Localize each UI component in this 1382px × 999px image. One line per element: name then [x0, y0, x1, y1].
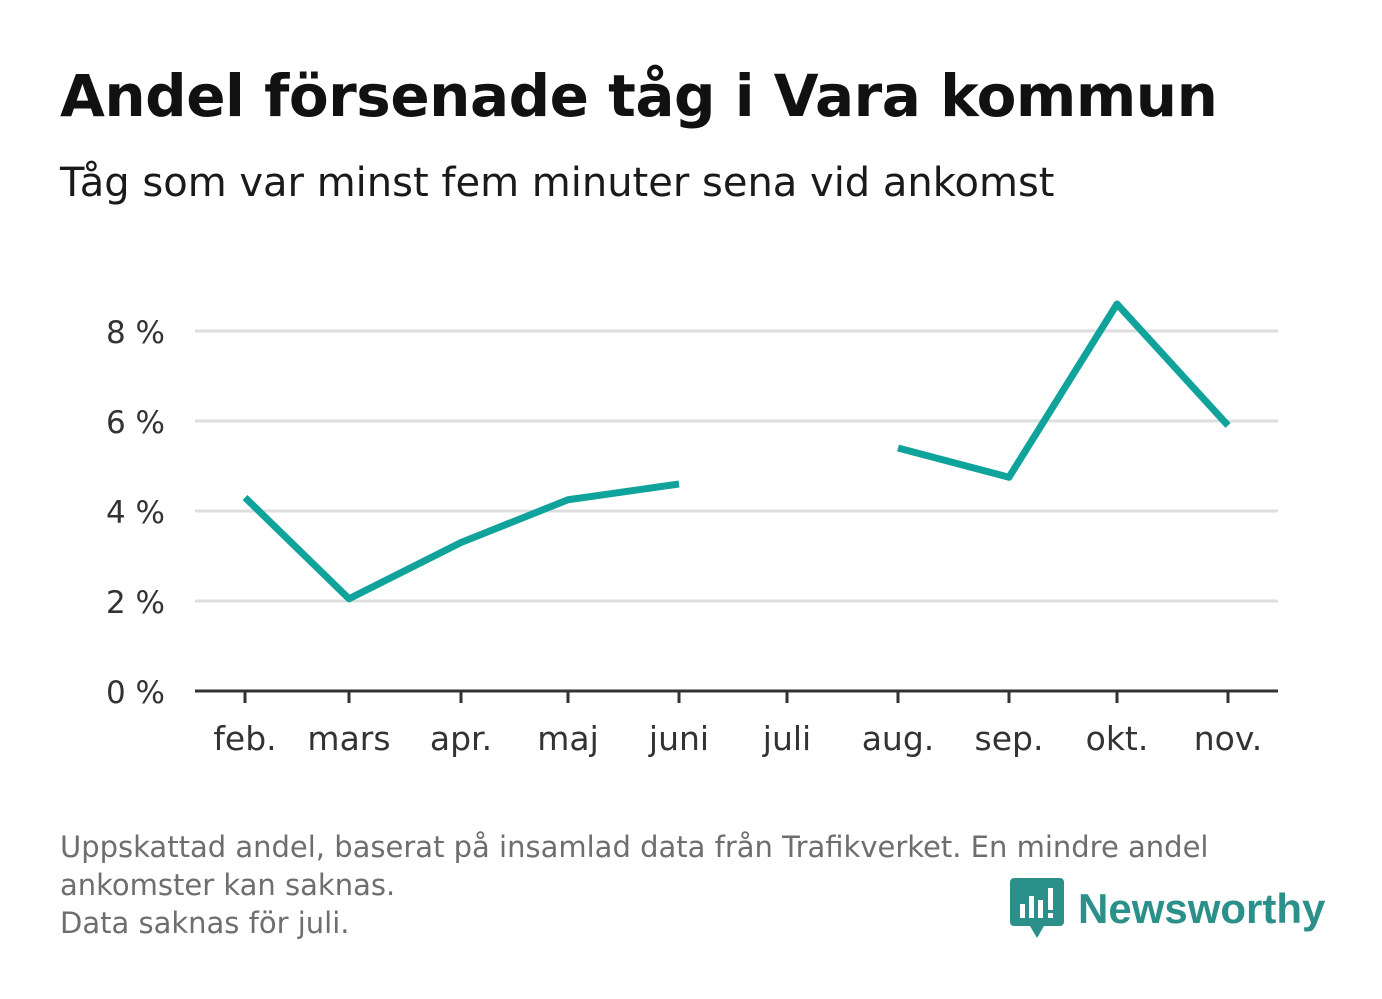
chart-subtitle: Tåg som var minst fem minuter sena vid a… — [60, 160, 1055, 206]
y-tick-label: 8 % — [106, 315, 165, 351]
x-tick-label: feb. — [213, 719, 276, 758]
series-lines — [242, 300, 1231, 603]
series-line-segment — [897, 300, 1231, 481]
y-axis-tick-labels: 0 % 2 % 4 % 6 % 8 % — [106, 315, 165, 711]
x-tick-label: mars — [307, 719, 390, 758]
x-tick-label: maj — [537, 719, 599, 758]
x-tick-label: sep. — [975, 719, 1044, 758]
y-tick-label: 0 % — [106, 675, 165, 711]
newsworthy-logo-icon — [1010, 878, 1064, 938]
x-tick-label: juli — [762, 719, 811, 758]
y-tick-label: 2 % — [106, 585, 165, 621]
x-tick-label: aug. — [862, 719, 935, 758]
x-tick-label: nov. — [1194, 719, 1263, 758]
footnote-line-1: Uppskattad andel, baserat på insamlad da… — [60, 830, 1209, 864]
y-tick-label: 6 % — [106, 405, 165, 441]
footnote-line-2: ankomster kan saknas. — [60, 868, 396, 902]
x-tick-label: okt. — [1086, 719, 1149, 758]
chart-title: Andel försenade tåg i Vara kommun — [60, 62, 1218, 130]
x-axis-tick-labels: feb. mars apr. maj juni juli aug. sep. okt. nov. — [213, 719, 1262, 758]
footnote: Uppskattad andel, baserat på insamlad da… — [60, 828, 1208, 942]
footnote-line-3: Data saknas för juli. — [60, 906, 350, 940]
series-line-segment — [242, 480, 680, 603]
y-tick-label: 4 % — [106, 495, 165, 531]
x-tick-label: apr. — [430, 719, 492, 758]
x-tick-label: juni — [648, 719, 709, 758]
brand-name: Newsworthy — [1078, 885, 1326, 932]
gridlines — [195, 329, 1278, 603]
brand-logo: Newsworthy — [1010, 878, 1325, 940]
x-axis — [195, 689, 1278, 703]
